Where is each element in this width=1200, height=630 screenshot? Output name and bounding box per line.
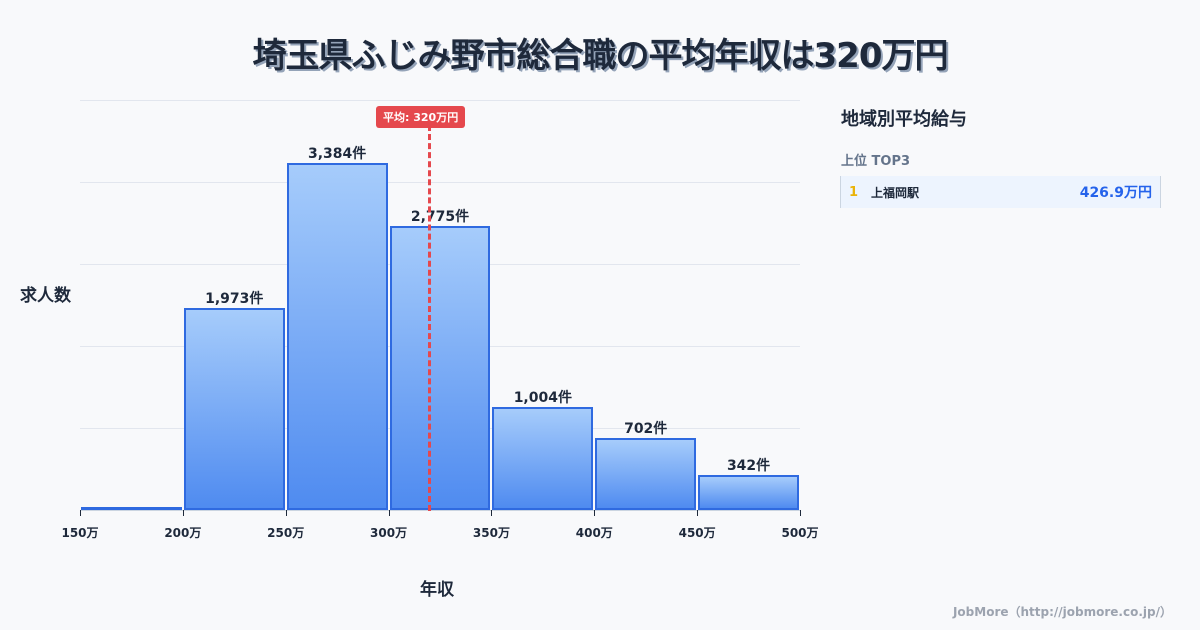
rank-row[interactable]: 1 上福岡駅 426.9万円	[840, 176, 1161, 208]
rank-salary-value: 426.9万円	[1079, 185, 1152, 201]
x-tick-label: 450万	[678, 526, 716, 540]
x-tick	[491, 510, 493, 516]
histogram-bar	[183, 307, 285, 510]
x-axis-line	[80, 510, 800, 511]
x-tick	[594, 510, 596, 516]
x-tick	[285, 510, 287, 516]
histogram-bar	[492, 407, 594, 510]
x-axis-label: 年収	[420, 580, 454, 600]
gridline	[80, 100, 800, 101]
histogram-chart: 1,973件 3,384件 2,775件 1,004件 702件 342件	[80, 100, 801, 516]
top3-subtitle: 上位 TOP3	[841, 154, 911, 169]
histogram-bar	[389, 225, 491, 510]
footer-credit: JobMore（http://jobmore.co.jp/）	[952, 605, 1172, 619]
x-tick	[800, 510, 801, 516]
page-title: 埼玉県ふじみ野市総合職の平均年収は320万円	[252, 36, 949, 76]
histogram-bar	[698, 474, 799, 510]
x-tick-label: 150万	[61, 526, 99, 540]
x-tick-label: 250万	[267, 526, 305, 540]
bar-value-label: 1,004件	[513, 390, 572, 407]
y-axis-label: 求人数	[20, 286, 71, 306]
x-tick-label: 500万	[781, 526, 819, 540]
x-tick	[80, 510, 81, 516]
x-tick	[388, 510, 390, 516]
x-tick	[697, 510, 699, 516]
region-salary-title: 地域別平均給与	[841, 109, 967, 130]
x-tick-label: 350万	[472, 526, 510, 540]
rank-number: 1	[849, 184, 859, 200]
average-badge: 平均: 320万円	[376, 106, 466, 128]
histogram-bar	[81, 507, 182, 510]
bar-value-label: 1,973件	[205, 290, 264, 307]
average-line	[428, 125, 431, 511]
x-tick	[182, 510, 184, 516]
histogram-bar	[595, 438, 697, 510]
bar-value-label: 342件	[726, 457, 771, 474]
histogram-bar	[286, 163, 388, 510]
bar-value-label: 2,775件	[410, 208, 470, 225]
x-tick-label: 300万	[370, 526, 408, 540]
gridline	[80, 182, 800, 183]
rank-station-name: 上福岡駅	[871, 185, 920, 200]
x-tick-label: 400万	[575, 526, 613, 540]
bar-value-label: 3,384件	[307, 146, 367, 163]
bar-value-label: 702件	[624, 421, 668, 438]
x-tick-label: 200万	[164, 526, 202, 540]
